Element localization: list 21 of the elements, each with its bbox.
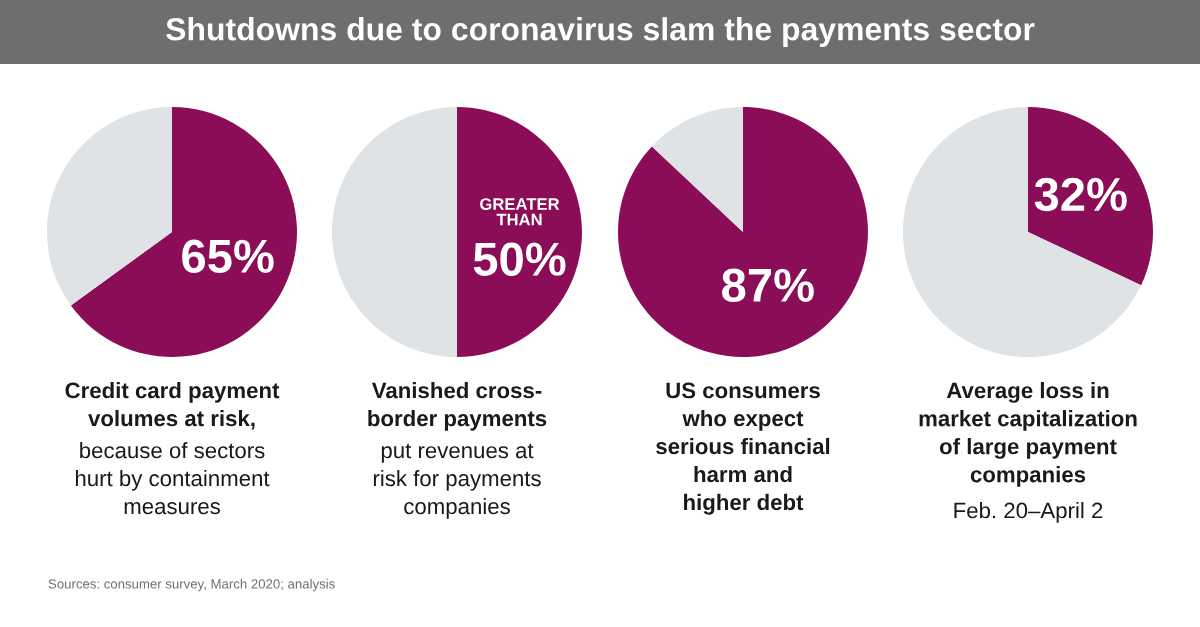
data-label: 32%	[1034, 177, 1127, 212]
text: Shutdowns due to coronavirus slam the payments sector	[166, 17, 1035, 47]
pie-slice	[903, 107, 1142, 357]
pie-slice	[332, 107, 457, 357]
text: put revenues at risk for payments companies	[373, 443, 541, 519]
text: Vanished cross- border payments	[368, 382, 547, 431]
data-label: 50%	[473, 242, 566, 276]
source-note: Sources: consumer survey, March 2020; analysis	[48, 578, 335, 592]
text: Average loss in market capitalization of large payment companies	[919, 382, 1137, 487]
text: US consumers who expect serious financial harm and higher debt	[656, 382, 830, 515]
pie-slice	[70, 107, 297, 357]
text: GREATER THAN	[480, 198, 560, 226]
data-label: 65%	[182, 239, 274, 274]
text: because of sectors hurt by containment measures	[75, 442, 270, 515]
pie-slice	[651, 107, 743, 232]
pie-slice	[457, 107, 582, 357]
data-label: 87%	[722, 268, 814, 303]
pie-slice	[1028, 107, 1153, 286]
text: Feb. 20–April 2	[954, 502, 1103, 523]
pie-slice	[47, 107, 172, 306]
pie-slice	[618, 107, 868, 357]
